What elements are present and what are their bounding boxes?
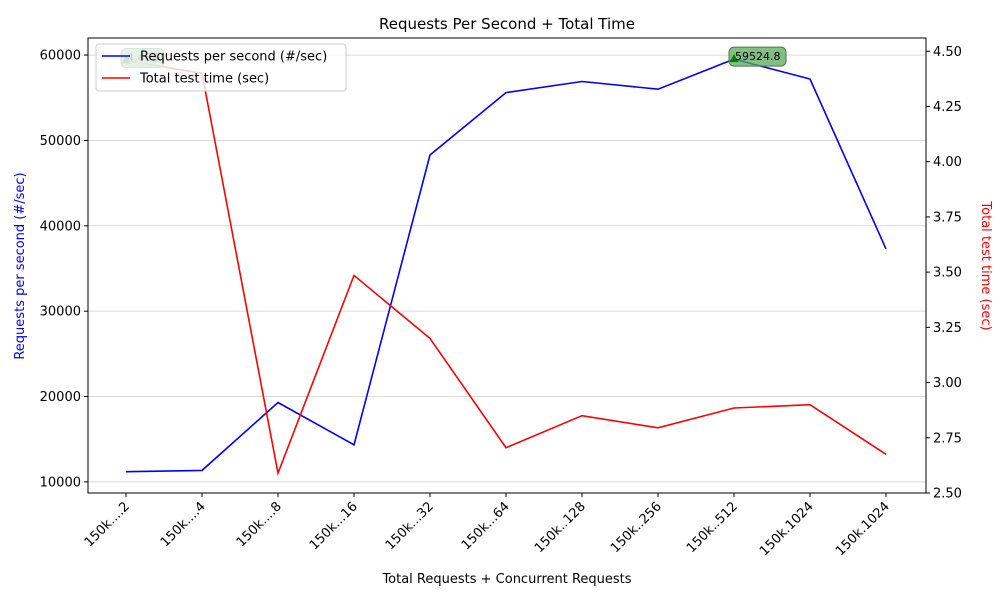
y-tick-label-right: 3.25: [933, 321, 962, 336]
y-tick-label-right: 3.75: [933, 210, 962, 225]
legend-label: Total test time (sec): [139, 72, 269, 87]
y-tick-label-right: 2.50: [933, 487, 962, 502]
y-tick-label-left: 40000: [40, 219, 81, 234]
y-tick-label-left: 60000: [40, 49, 81, 64]
annotation-box: [728, 46, 787, 67]
plot-frame: [87, 37, 927, 494]
y-tick-label-left: 20000: [40, 390, 81, 405]
series-line: [125, 59, 887, 477]
x-axis-label: Total Requests + Concurrent Requests: [381, 572, 631, 587]
annotation-marker: [729, 54, 739, 63]
y-tick-label-left: 50000: [40, 134, 81, 149]
y-tick-label-right: 3.50: [933, 266, 962, 281]
y-tick-label-right: 2.75: [933, 431, 962, 446]
legend-label: Requests per second (#/sec): [140, 50, 327, 65]
chart-title: Requests Per Second + Total Time: [379, 15, 635, 33]
y-axis-label-left: Requests per second (#/sec): [13, 172, 28, 359]
legend: Requests per second (#/sec) Total test ti…: [95, 43, 347, 92]
y-tick-label-right: 4.00: [933, 155, 962, 170]
legend-box: [95, 43, 347, 92]
y-tick-label-right: 3.00: [933, 376, 962, 391]
y-tick-label-left: 10000: [40, 475, 81, 490]
y-tick-label-left: 30000: [40, 305, 81, 320]
y-axis-label-right: Total test time (sec): [978, 200, 993, 330]
y-tick-label-right: 4.50: [933, 45, 962, 60]
annotation-label: 59524.8: [735, 50, 781, 63]
y-tick-label-right: 4.25: [933, 100, 962, 115]
